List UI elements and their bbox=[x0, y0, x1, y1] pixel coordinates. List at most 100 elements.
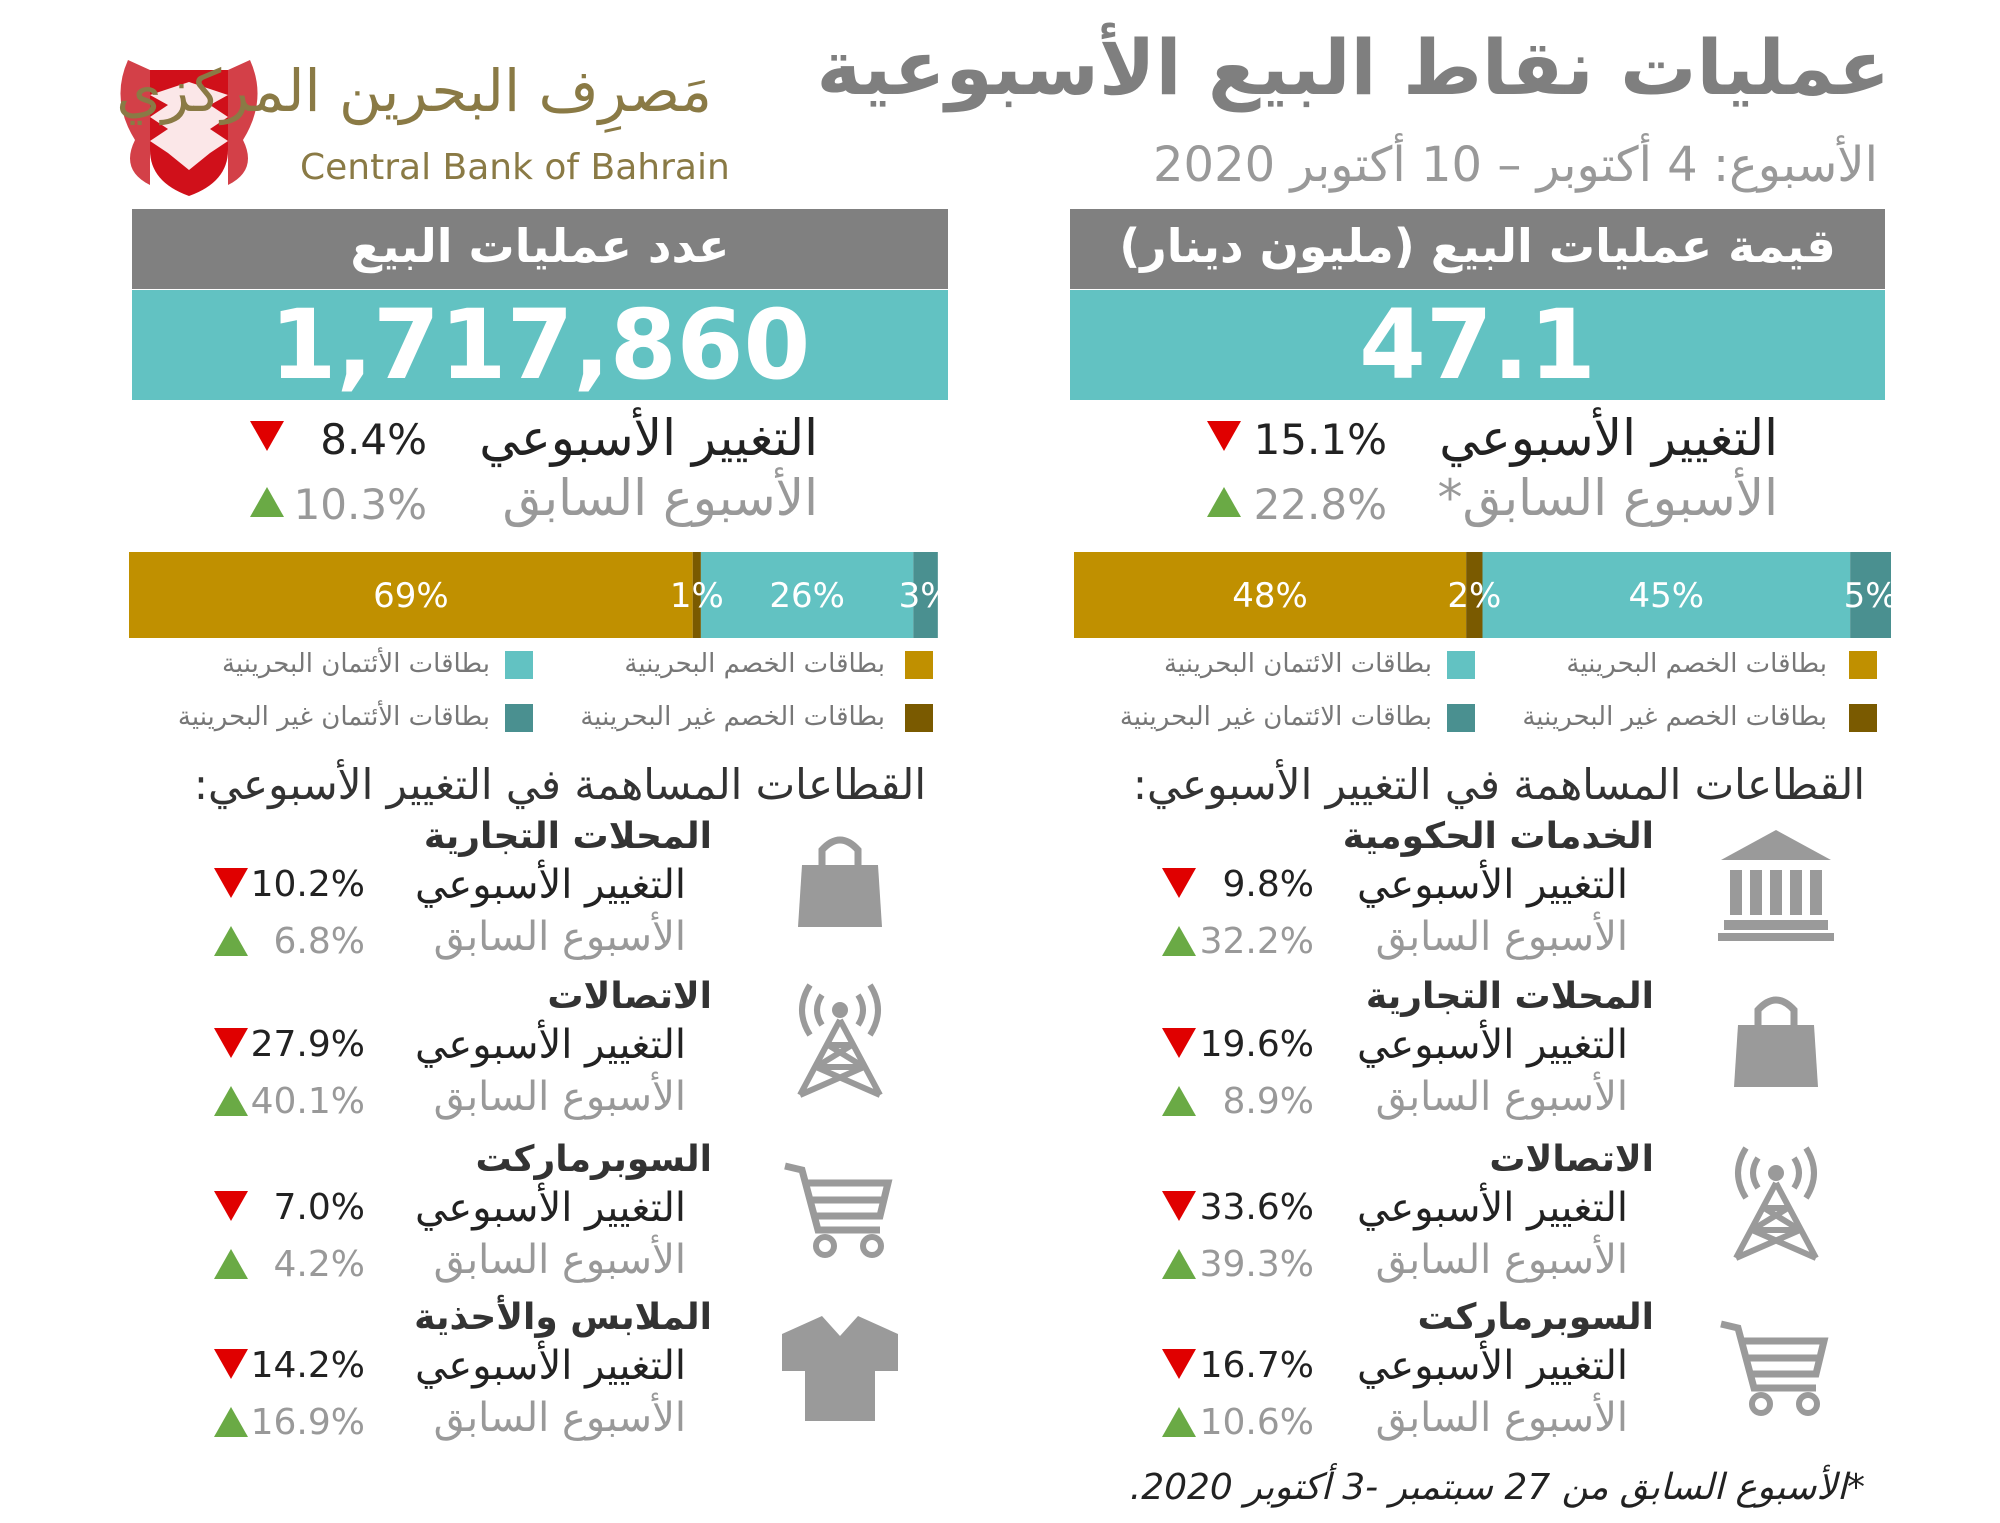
sector-previous-label: الأسبوع السابق bbox=[1375, 1074, 1628, 1120]
bar-segment bbox=[913, 552, 938, 638]
weekly-change: 8.4% bbox=[320, 414, 427, 464]
up-arrow bbox=[214, 1086, 248, 1116]
up-arrow bbox=[1162, 1086, 1196, 1116]
legend-label: بطاقات الخصم غير البحرينية bbox=[1522, 702, 1827, 733]
sector-previous-label: الأسبوع السابق bbox=[433, 1395, 686, 1441]
sector-change: 27.9% bbox=[250, 1023, 365, 1065]
bar-segment bbox=[1466, 552, 1483, 638]
sector-previous: 16.9% bbox=[250, 1401, 365, 1443]
cart-icon bbox=[784, 1162, 893, 1234]
bank-column bbox=[1770, 870, 1782, 915]
sector-change-label: التغيير الأسبوعي bbox=[415, 1185, 686, 1231]
sector-change-label: التغيير الأسبوعي bbox=[415, 1343, 686, 1389]
sector-change: 14.2% bbox=[250, 1344, 365, 1386]
sector-change-label: التغيير الأسبوعي bbox=[1357, 1185, 1628, 1231]
tower-icon bbox=[797, 1018, 883, 1098]
value-band bbox=[132, 290, 948, 400]
sector-previous: 8.9% bbox=[1222, 1080, 1314, 1122]
sector-name: الملابس والأحذية bbox=[414, 1296, 712, 1338]
bank-base bbox=[1724, 920, 1828, 930]
sector-change-label: التغيير الأسبوعي bbox=[415, 862, 686, 908]
bar-label: 48% bbox=[1232, 575, 1308, 616]
bag-icon bbox=[798, 865, 882, 927]
up-arrow bbox=[1207, 487, 1241, 517]
legend-swatch bbox=[905, 704, 933, 732]
bar-label: 45% bbox=[1628, 575, 1705, 616]
bank-column bbox=[1810, 870, 1822, 915]
sector-previous: 40.1% bbox=[250, 1080, 365, 1122]
cart-wheel bbox=[1796, 1392, 1820, 1416]
down-arrow bbox=[250, 421, 284, 451]
legend-swatch bbox=[1447, 651, 1475, 679]
up-arrow bbox=[250, 487, 284, 517]
weekly-change: 15.1% bbox=[1253, 414, 1387, 464]
legend-label: بطاقات الأئتمان غير البحرينية bbox=[177, 702, 490, 733]
previous-week: 22.8% bbox=[1253, 479, 1387, 529]
legend-swatch bbox=[1447, 704, 1475, 732]
sector-name: الاتصالات bbox=[1489, 1138, 1654, 1180]
logo-arabic: مَصرِف البحرين المركزي bbox=[116, 57, 712, 126]
legend-label: بطاقات الأئتمان البحرينية bbox=[221, 649, 490, 680]
sector-change: 9.8% bbox=[1222, 863, 1314, 905]
sector-previous-label: الأسبوع السابق bbox=[1375, 1395, 1628, 1441]
subtitle: الأسبوع: 4 أكتوبر – 10 أكتوبر 2020 bbox=[1153, 136, 1878, 193]
sector-change-label: التغيير الأسبوعي bbox=[1357, 1343, 1628, 1389]
sector-previous-label: الأسبوع السابق bbox=[1375, 914, 1628, 960]
sector-name: المحلات التجارية bbox=[1365, 975, 1654, 1017]
sector-change-label: التغيير الأسبوعي bbox=[1357, 862, 1628, 908]
cart-wheel bbox=[1749, 1392, 1773, 1416]
value-band bbox=[1070, 290, 1885, 400]
down-arrow bbox=[214, 868, 248, 898]
sector-change: 7.0% bbox=[273, 1186, 365, 1228]
cart-wheel bbox=[860, 1234, 884, 1258]
bar-segment bbox=[1482, 552, 1851, 638]
bar-segment bbox=[129, 552, 693, 638]
bag-handle bbox=[1754, 996, 1798, 1035]
down-arrow bbox=[1162, 868, 1196, 898]
bar-label: 3% bbox=[898, 575, 953, 616]
down-arrow bbox=[1207, 421, 1241, 451]
bank-column bbox=[1730, 870, 1742, 915]
legend-label: بطاقات الخصم البحرينية bbox=[624, 649, 885, 680]
signal-dot bbox=[1768, 1165, 1784, 1181]
up-arrow bbox=[214, 1249, 248, 1279]
signal-dot bbox=[832, 1002, 848, 1018]
legend-swatch bbox=[905, 651, 933, 679]
bank-column bbox=[1750, 870, 1762, 915]
up-arrow bbox=[1162, 926, 1196, 956]
bar-label: 1% bbox=[669, 575, 724, 616]
bar-label: 5% bbox=[1843, 575, 1898, 616]
sector-previous-label: الأسبوع السابق bbox=[433, 1074, 686, 1120]
sectors-title: القطاعات المساهمة في التغيير الأسبوعي: bbox=[193, 759, 926, 809]
signal-icon bbox=[799, 983, 881, 1037]
panel-heading: قيمة عمليات البيع (مليون دينار) bbox=[1119, 219, 1836, 274]
emblem bbox=[120, 60, 258, 196]
signal-icon bbox=[1735, 1146, 1817, 1200]
sector-previous-label: الأسبوع السابق bbox=[1375, 1237, 1628, 1283]
bank-base bbox=[1718, 933, 1834, 941]
sector-previous-label: الأسبوع السابق bbox=[433, 1237, 686, 1283]
bank-roof bbox=[1721, 830, 1831, 860]
legend-label: بطاقات الخصم غير البحرينية bbox=[580, 702, 885, 733]
legend-swatch bbox=[1849, 651, 1877, 679]
logo-english: Central Bank of Bahrain bbox=[300, 146, 730, 188]
down-arrow bbox=[214, 1191, 248, 1221]
sector-change: 19.6% bbox=[1199, 1023, 1314, 1065]
previous-week: 10.3% bbox=[293, 479, 427, 529]
legend-label: بطاقات الخصم البحرينية bbox=[1566, 649, 1827, 680]
cart-wheel bbox=[813, 1234, 837, 1258]
sector-previous-label: الأسبوع السابق bbox=[433, 914, 686, 960]
cart-icon bbox=[1720, 1320, 1829, 1392]
sector-previous: 4.2% bbox=[273, 1243, 365, 1285]
sector-change-label: التغيير الأسبوعي bbox=[1357, 1022, 1628, 1068]
bar-label: 69% bbox=[373, 575, 449, 616]
down-arrow bbox=[1162, 1349, 1196, 1379]
down-arrow bbox=[1162, 1191, 1196, 1221]
up-arrow bbox=[1162, 1249, 1196, 1279]
weekly-change-label: التغيير الأسبوعي bbox=[479, 408, 818, 467]
bar-segment bbox=[1074, 552, 1467, 638]
sector-change: 16.7% bbox=[1199, 1344, 1314, 1386]
bar-segment bbox=[1850, 552, 1891, 638]
sector-previous: 10.6% bbox=[1199, 1401, 1314, 1443]
